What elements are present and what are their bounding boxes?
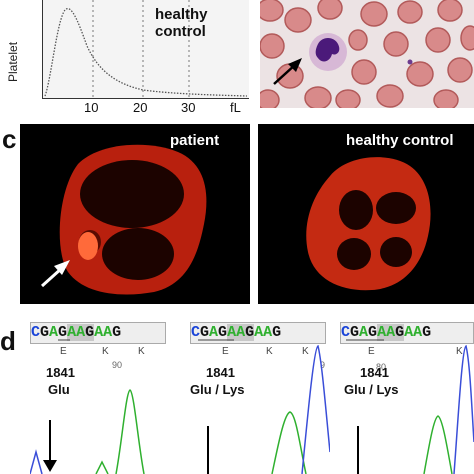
arrow-icon (273, 58, 302, 85)
sequence-position: 80 (376, 362, 387, 372)
mutation-position: 1841 (46, 365, 75, 380)
amino-acid-label: K (138, 346, 145, 357)
control-cell-drawing (306, 157, 431, 291)
unit-fl: fL (230, 100, 241, 115)
red-blood-cells (260, 0, 474, 108)
blood-smear-drawing (260, 0, 474, 108)
patient-micrograph: patient (20, 124, 250, 304)
patient-vacuole (80, 160, 184, 228)
tick-30: 30 (181, 100, 196, 115)
mutation-residue: Glu (48, 382, 70, 397)
control-micrograph: healthy control (258, 124, 474, 304)
platelet-dot (407, 59, 413, 65)
inclusion-body (78, 232, 98, 260)
amino-acid-label: K (302, 346, 309, 357)
control-vacuole (339, 190, 373, 230)
chromatogram-1 (30, 339, 145, 474)
arrow-down-icon (43, 460, 57, 472)
patient-label: patient (170, 132, 220, 149)
platelet-distribution-curve (44, 8, 248, 97)
histogram-plot (44, 0, 248, 98)
sequence-position: 9 (320, 360, 326, 370)
blood-smear-image (260, 0, 474, 108)
sequence-position: 90 (112, 360, 123, 370)
chromatogram-2 (198, 339, 330, 474)
chromatogram-3 (346, 339, 474, 474)
panel-letter-d: d (0, 326, 16, 356)
control-vacuole (376, 192, 416, 224)
patient-vacuole (102, 228, 174, 280)
patient-cell-drawing (40, 144, 207, 295)
panel-letter-c: c (2, 124, 17, 154)
tick-10: 10 (84, 100, 99, 115)
control-vacuole (380, 237, 412, 267)
histogram-ylabel: Platelet (6, 41, 20, 82)
amino-acid-label: E (368, 346, 375, 357)
mutation-residue: Glu / Lys (190, 382, 245, 397)
amino-acid-label: K (266, 346, 273, 357)
sequence-bar: CGAGAAGAAG (190, 322, 326, 344)
amino-acid-label: E (60, 346, 67, 357)
amino-acid-label: K (102, 346, 109, 357)
sequence-trace-1: CGAGAAGAAG E K K 90 1841 Glu (30, 322, 170, 474)
amino-acid-label: K (456, 346, 463, 357)
mutation-position: 1841 (360, 365, 389, 380)
mutation-residue: Glu / Lys (344, 382, 399, 397)
sequence-bar: CGAGAAGAAG (30, 322, 166, 344)
platelet-histogram: healthy control (42, 0, 249, 99)
sequence-trace-3: CGAGAAGAAG E K 80 1841 Glu / Lys (340, 322, 474, 474)
sequence-trace-2: CGAGAAGAAG E K K 9 1841 Glu / Lys (190, 322, 330, 474)
neutrophil-cell (309, 33, 347, 71)
histogram-title: healthy control (155, 6, 208, 40)
sequence-bar: CGAGAAGAAG (340, 322, 474, 344)
mutation-position: 1841 (206, 365, 235, 380)
control-label: healthy control (346, 132, 454, 149)
amino-acid-label: E (222, 346, 229, 357)
tick-20: 20 (133, 100, 148, 115)
control-vacuole (337, 238, 371, 270)
arrow-icon (40, 260, 70, 288)
